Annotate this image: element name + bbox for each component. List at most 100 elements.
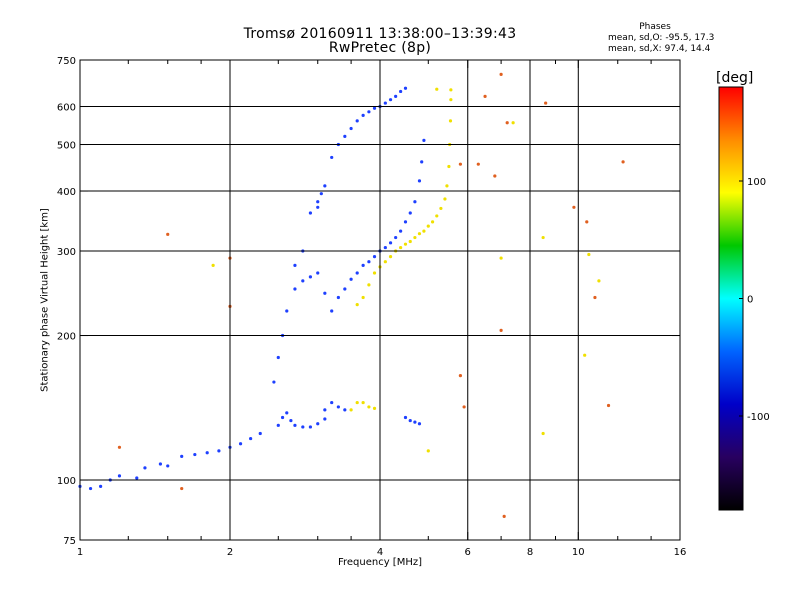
- data-point-o-mode: [367, 110, 371, 114]
- data-point-o-mode: [319, 192, 323, 196]
- data-point-scattered: [462, 405, 466, 409]
- data-point-o-mode: [135, 476, 139, 480]
- data-point-x-mode: [355, 302, 359, 307]
- data-point-o-mode: [293, 263, 297, 267]
- data-point-o-mode: [285, 411, 289, 415]
- data-point-o-mode: [388, 241, 393, 245]
- data-point-o-mode: [413, 420, 417, 424]
- x-axis-label: Frequency [MHz]: [337, 557, 423, 568]
- data-point-scattered: [585, 220, 589, 224]
- data-point-x-mode: [361, 295, 365, 300]
- data-point-o-mode: [289, 418, 293, 423]
- data-point-scattered: [458, 374, 463, 378]
- colorbar-tick-label: 0: [747, 295, 753, 306]
- x-tick-label: 16: [674, 547, 687, 558]
- data-point-o-mode: [301, 425, 305, 429]
- data-point-o-mode: [88, 486, 93, 491]
- data-point-o-mode: [336, 295, 340, 300]
- colorbar-tick-label: 100: [747, 177, 766, 188]
- data-point-o-mode: [383, 245, 387, 250]
- grid-lines: [80, 60, 680, 540]
- data-point-o-mode: [330, 309, 334, 313]
- data-point-x-mode: [597, 279, 601, 283]
- data-point-o-mode: [316, 200, 320, 204]
- data-point-x-mode: [417, 232, 422, 236]
- chart-title: Tromsø 20160911 13:38:00–13:39:43: [243, 26, 517, 42]
- data-point-o-mode: [143, 466, 147, 470]
- x-tick-label: 8: [527, 547, 533, 558]
- y-tick-label: 500: [57, 141, 76, 152]
- data-point-scattered: [499, 328, 503, 332]
- y-tick-label: 400: [57, 187, 76, 198]
- data-point-x-mode: [211, 263, 215, 267]
- data-point-o-mode: [388, 98, 393, 102]
- data-point-x-mode: [430, 220, 435, 224]
- data-point-o-mode: [308, 425, 313, 429]
- data-point-x-mode: [399, 245, 403, 250]
- data-point-o-mode: [343, 134, 347, 138]
- x-tick-label: 4: [377, 547, 383, 558]
- data-point-scattered: [166, 232, 170, 236]
- plot-frame: [79, 59, 681, 541]
- data-point-o-mode: [316, 205, 320, 209]
- data-point-x-mode: [511, 121, 515, 125]
- data-point-x-mode: [541, 235, 545, 240]
- data-point-scattered: [493, 174, 497, 178]
- data-point-o-mode: [367, 260, 371, 264]
- data-point-x-mode: [587, 252, 591, 257]
- phase-stats-x-mode: mean, sd,X: 97.4, 14.4: [608, 44, 711, 54]
- data-point-o-mode: [343, 287, 347, 291]
- data-point-x-mode: [447, 164, 451, 169]
- data-point-o-mode: [330, 400, 334, 405]
- data-point-x-mode: [439, 206, 443, 211]
- data-point-x-mode: [372, 406, 377, 411]
- data-point-o-mode: [372, 255, 377, 259]
- colorbar-label: [deg]: [716, 70, 754, 86]
- data-point-o-mode: [413, 200, 417, 204]
- data-point-scattered: [544, 101, 548, 105]
- data-point-o-mode: [408, 418, 412, 423]
- data-point-o-mode: [323, 408, 327, 412]
- data-point-x-mode: [449, 88, 453, 92]
- data-point-o-mode: [308, 211, 313, 215]
- data-point-o-mode: [316, 422, 320, 426]
- data-point-o-mode: [420, 160, 424, 164]
- data-point-o-mode: [166, 464, 170, 468]
- data-point-o-mode: [323, 417, 327, 421]
- data-point-x-mode: [426, 449, 430, 453]
- data-point-x-mode: [372, 271, 377, 275]
- data-point-x-mode: [355, 400, 359, 405]
- data-point-o-mode: [323, 291, 327, 295]
- data-point-o-mode: [408, 211, 412, 215]
- data-point-o-mode: [343, 408, 347, 412]
- data-point-o-mode: [394, 235, 398, 240]
- data-point-o-mode: [330, 155, 334, 160]
- data-point-o-mode: [293, 287, 297, 291]
- data-point-o-mode: [403, 415, 408, 420]
- data-point-o-mode: [355, 271, 359, 275]
- data-point-o-mode: [349, 126, 353, 131]
- data-points: [78, 72, 625, 518]
- data-point-x-mode: [403, 242, 408, 246]
- x-tick-label: 6: [465, 547, 471, 558]
- data-point-o-mode: [293, 423, 297, 427]
- data-point-o-mode: [117, 474, 122, 478]
- data-point-o-mode: [399, 89, 403, 94]
- phase-stats-o-mode: mean, sd,O: -95.5, 17.3: [608, 33, 715, 43]
- data-point-x-mode: [435, 87, 439, 91]
- data-point-o-mode: [205, 451, 209, 455]
- colorbar-tick-label: -100: [747, 412, 770, 423]
- data-point-o-mode: [276, 355, 280, 360]
- data-point-x-mode: [388, 255, 393, 259]
- data-point-o-mode: [158, 462, 163, 466]
- y-tick-label: 200: [57, 332, 76, 343]
- data-point-o-mode: [272, 380, 276, 384]
- data-point-scattered: [572, 205, 576, 209]
- data-point-o-mode: [383, 101, 387, 105]
- data-point-x-mode: [449, 98, 453, 102]
- data-point-x-mode: [361, 400, 365, 405]
- data-point-o-mode: [276, 423, 280, 427]
- data-point-o-mode: [336, 405, 340, 409]
- y-axis-label: Stationary phase Virtual Height [km]: [39, 208, 51, 392]
